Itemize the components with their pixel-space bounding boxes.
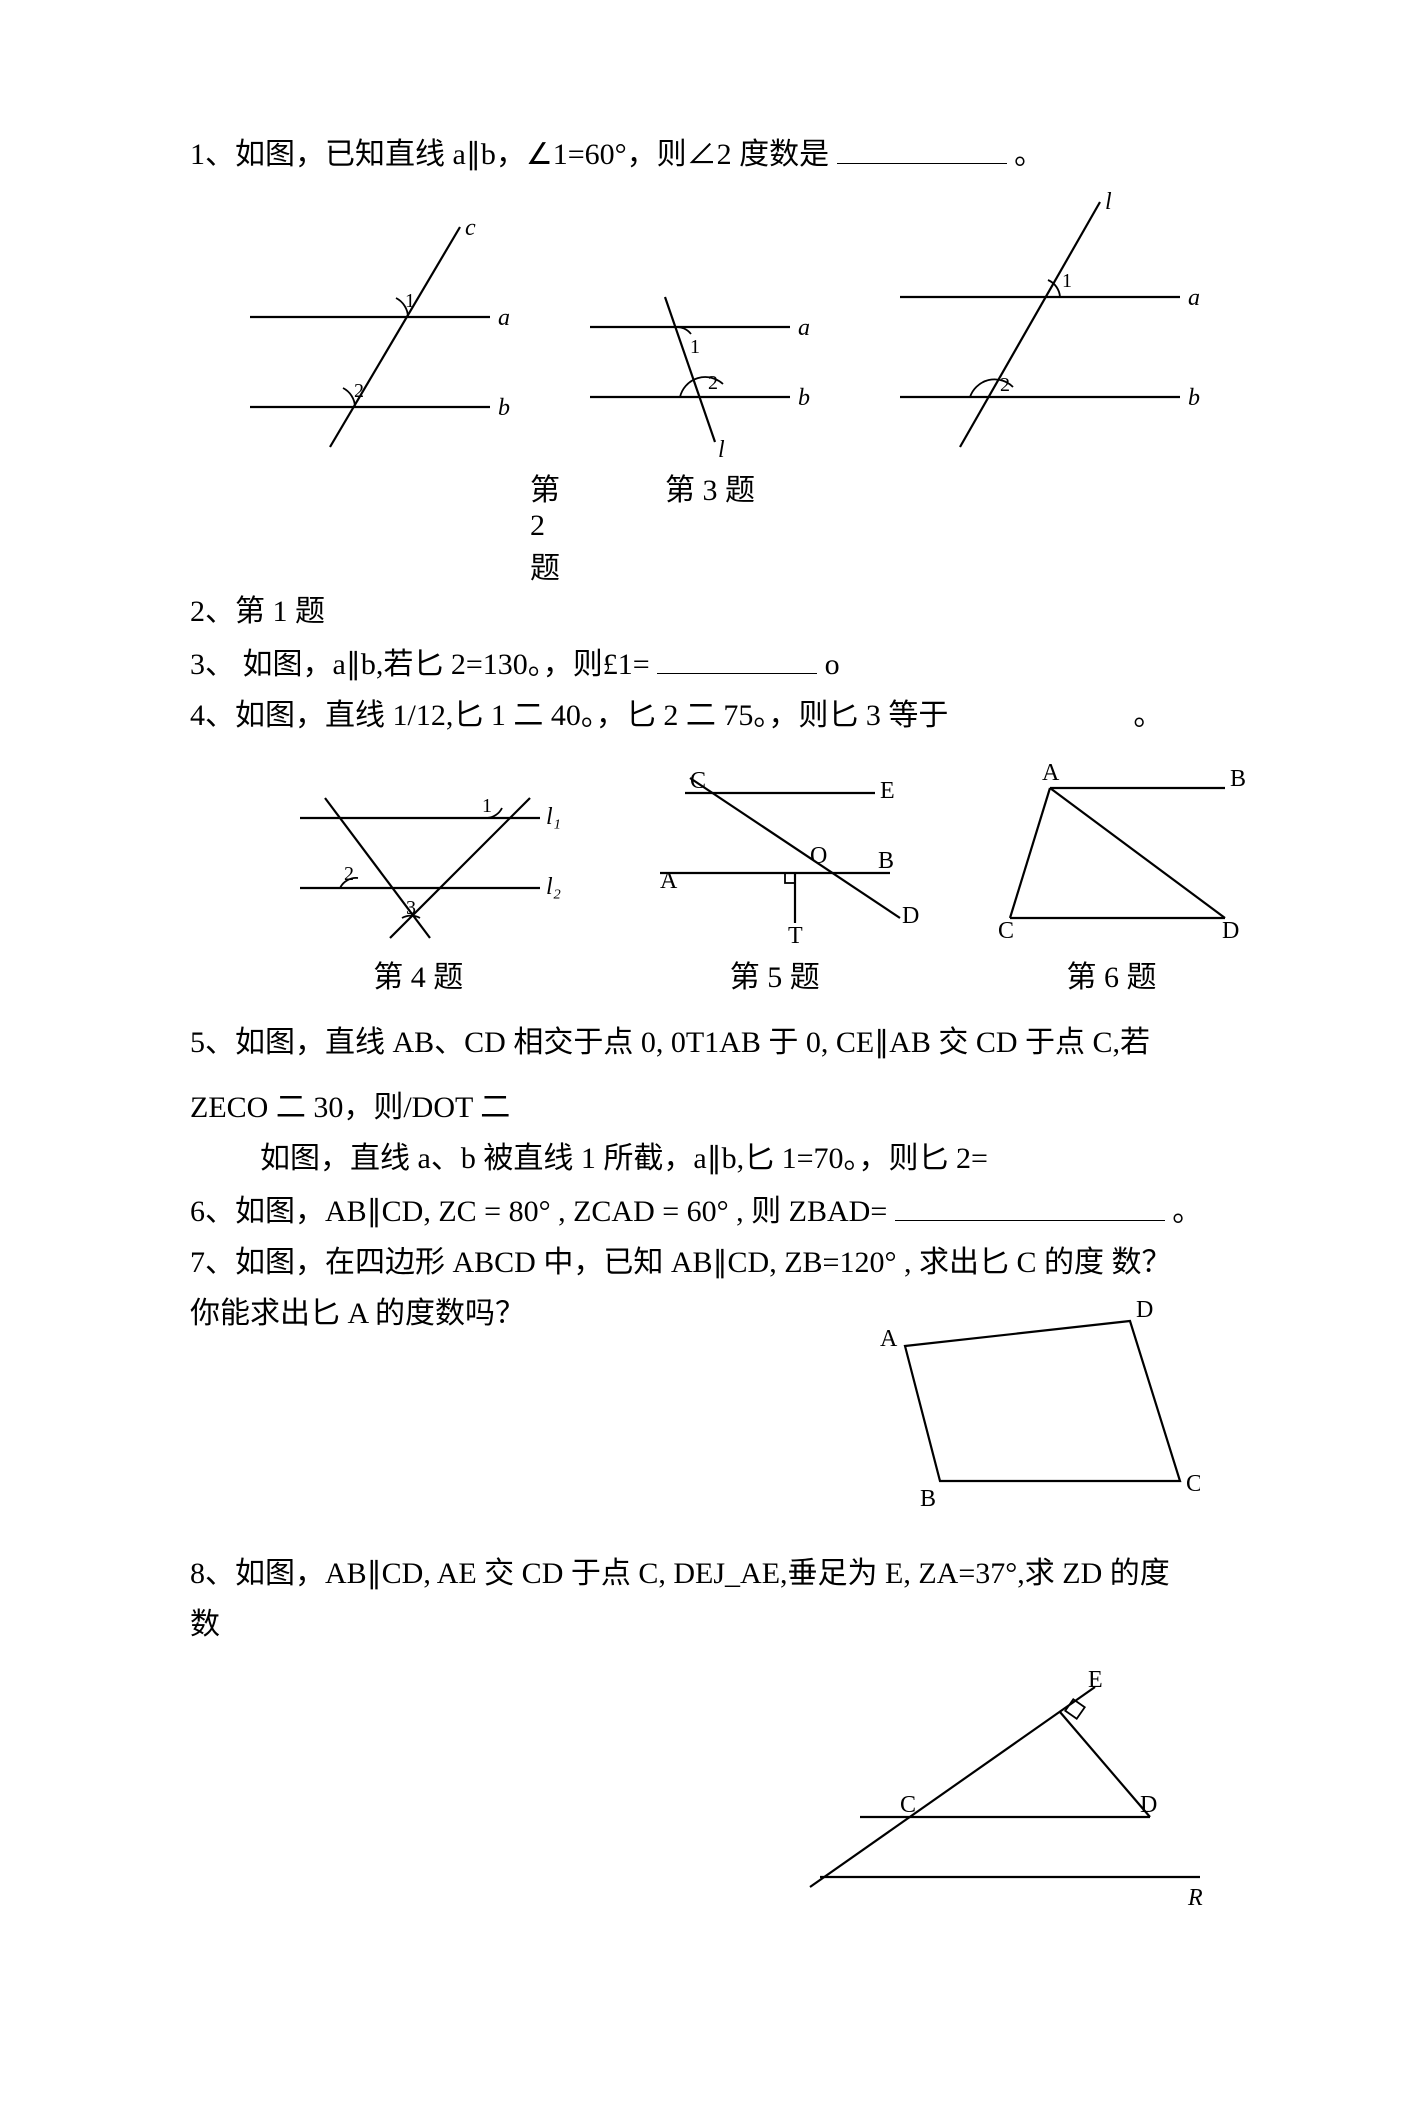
fig5-A: A xyxy=(660,868,678,894)
fig5-C: C xyxy=(690,768,706,794)
caption-3: 第 3 题 xyxy=(665,474,755,507)
q4-line: 4、如图，直线 1/12,匕 1 二 40。，匕 2 二 75。，则匕 3 等于… xyxy=(190,693,1240,738)
fig4-label-2: 2 xyxy=(344,863,354,885)
q5-line-a: 5、如图，直线 AB、CD 相交于点 0, 0T1AB 于 0, CE∥AB 交… xyxy=(190,1020,1240,1065)
figure-3: l a b 1 2 xyxy=(870,187,1210,467)
q1-text-a: 1、如图，已知直线 a∥b，∠1=60°，则∠2 度数是 xyxy=(190,138,829,171)
caption-1: 第 1 题 xyxy=(235,595,325,628)
caption-6: 第 6 题 xyxy=(1067,961,1157,994)
figure-row-1: c a b 1 2 a b l 1 2 xyxy=(230,187,1240,467)
caption-4: 第 4 题 xyxy=(373,961,463,994)
fig6-B: B xyxy=(1230,766,1246,792)
fig6-A: A xyxy=(1042,760,1060,786)
q7-line-b: 你能求出匕 A 的度数吗？ xyxy=(190,1291,525,1336)
q3-text-a: 3、 如图，a∥b,若匕 2=130。，则£1= xyxy=(190,648,650,681)
q3-blank xyxy=(657,640,817,674)
q1-blank xyxy=(837,130,1007,164)
fig8-D: D xyxy=(1140,1792,1157,1818)
fig8-C: C xyxy=(900,1792,916,1818)
fig8-E: E xyxy=(1088,1667,1103,1693)
fig3-label-l: l xyxy=(1105,189,1112,215)
caption-5: 第 5 题 xyxy=(730,961,820,994)
q3-line: 3、 如图，a∥b,若匕 2=130。，则£1= o xyxy=(190,640,1240,687)
fig7-B: B xyxy=(920,1486,936,1512)
fig1-label-2: 2 xyxy=(354,380,364,402)
fig3-label-1: 1 xyxy=(1062,270,1072,292)
fig4-label-1: 1 xyxy=(482,795,492,817)
q7-line-a: 7、如图，在四边形 ABCD 中，已知 AB∥CD, ZB=120° , 求出匕… xyxy=(190,1240,1240,1285)
q2-prefix: 2、 xyxy=(190,595,235,628)
fig1-label-a: a xyxy=(498,305,510,331)
figure-1: c a b 1 2 xyxy=(230,207,530,467)
fig2-label-a: a xyxy=(798,315,810,341)
fig2-label-1: 1 xyxy=(690,336,700,358)
figure-6: A B C D xyxy=(990,758,1250,948)
fig3-label-a: a xyxy=(1188,285,1200,311)
figure-8-wrap: C D E R xyxy=(190,1657,1220,1917)
fig2-label-l: l xyxy=(718,437,725,463)
fig5-O: O xyxy=(810,843,827,869)
q6-blank xyxy=(895,1187,1165,1221)
page: 1、如图，已知直线 a∥b，∠1=60°，则∠2 度数是 。 c a b 1 2 xyxy=(0,0,1420,2112)
fig6-C: C xyxy=(998,918,1014,944)
q3-text-b: o xyxy=(825,648,840,681)
q8-line-a: 8、如图，AB∥CD, AE 交 CD 于点 C, DEJ_AE,垂足为 E, … xyxy=(190,1551,1240,1596)
figure-row-2: l₁ l₂ 1 2 3 A B C D E O T xyxy=(270,748,1240,948)
fig5-B: B xyxy=(878,848,894,874)
fig1-label-b: b xyxy=(498,395,510,421)
q5-line-c: 如图，直线 a、b 被直线 1 所截，a∥b,匕 1=70。，则匕 2= xyxy=(190,1136,1240,1181)
fig5-E: E xyxy=(880,778,895,804)
q5-line-b: ZECO 二 30，则/DOT 二 xyxy=(190,1085,1240,1130)
fig8-R: R xyxy=(1187,1885,1203,1911)
fig7-C: C xyxy=(1186,1471,1200,1497)
fig7-A: A xyxy=(880,1326,898,1352)
fig1-label-c: c xyxy=(465,215,476,241)
fig5-T: T xyxy=(788,923,803,948)
figure-2: a b l 1 2 xyxy=(560,267,840,467)
fig4-label-l2: l₂ xyxy=(546,874,561,900)
fig2-label-b: b xyxy=(798,385,810,411)
q6-text-b: 。 xyxy=(1172,1195,1202,1228)
fig4-label-l1: l₁ xyxy=(546,804,561,830)
fig6-D: D xyxy=(1222,918,1239,944)
q1-line: 1、如图，已知直线 a∥b，∠1=60°，则∠2 度数是 。 xyxy=(190,130,1240,177)
fig1-label-1: 1 xyxy=(405,290,415,312)
fig4-label-3: 3 xyxy=(406,897,416,919)
fig3-label-b: b xyxy=(1188,385,1200,411)
figure-8: C D E R xyxy=(790,1657,1220,1917)
fig2-label-2: 2 xyxy=(708,372,718,394)
figure-5: A B C D E O T xyxy=(630,748,930,948)
q8-line-b: 数 xyxy=(190,1602,1240,1647)
fig3-label-2: 2 xyxy=(1000,374,1010,396)
q1-text-b: 。 xyxy=(1014,138,1044,171)
q6-text-a: 6、如图，AB∥CD, ZC = 80° , ZCAD = 60° , 则 ZB… xyxy=(190,1195,887,1228)
fig5-D: D xyxy=(902,903,919,929)
q4-tail: 。 xyxy=(1133,699,1163,732)
q6-line: 6、如图，AB∥CD, ZC = 80° , ZCAD = 60° , 则 ZB… xyxy=(190,1187,1240,1234)
figure-7: A B C D xyxy=(810,1291,1200,1521)
q4-text: 4、如图，直线 1/12,匕 1 二 40。，匕 2 二 75。，则匕 3 等于 xyxy=(190,699,948,732)
fig7-D: D xyxy=(1136,1297,1153,1323)
figure-4: l₁ l₂ 1 2 3 xyxy=(270,758,570,948)
